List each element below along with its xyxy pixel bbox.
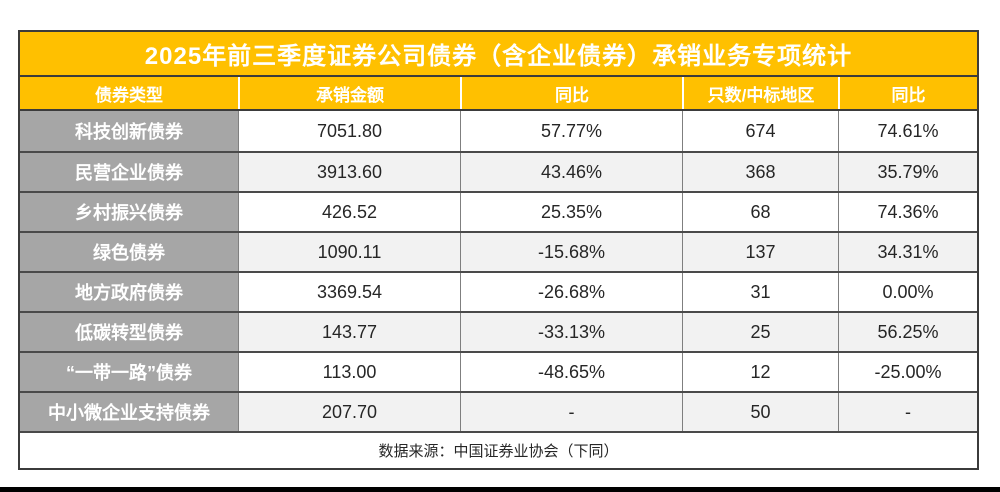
table-row: 乡村振兴债券 426.52 25.35% 68 74.36% bbox=[20, 191, 977, 231]
data-source: 数据来源：中国证券业协会（下同） bbox=[20, 431, 977, 468]
count-cell: 50 bbox=[682, 393, 838, 431]
count-cell: 368 bbox=[682, 153, 838, 191]
header-count: 只数/中标地区 bbox=[682, 77, 838, 109]
amount-cell: 3369.54 bbox=[238, 273, 460, 311]
amount-cell: 207.70 bbox=[238, 393, 460, 431]
amount-cell: 143.77 bbox=[238, 313, 460, 351]
table-row: 绿色债券 1090.11 -15.68% 137 34.31% bbox=[20, 231, 977, 271]
table-title: 2025年前三季度证券公司债券（含企业债券）承销业务专项统计 bbox=[20, 32, 977, 77]
bond-type-cell: 乡村振兴债券 bbox=[20, 193, 238, 231]
statistics-table: 2025年前三季度证券公司债券（含企业债券）承销业务专项统计 债券类型 承销金额… bbox=[18, 30, 979, 470]
count-yoy-cell: 0.00% bbox=[838, 273, 977, 311]
table-row: 地方政府债券 3369.54 -26.68% 31 0.00% bbox=[20, 271, 977, 311]
table-row: 低碳转型债券 143.77 -33.13% 25 56.25% bbox=[20, 311, 977, 351]
amount-cell: 3913.60 bbox=[238, 153, 460, 191]
yoy-cell: 43.46% bbox=[460, 153, 682, 191]
table-row: “一带一路”债券 113.00 -48.65% 12 -25.00% bbox=[20, 351, 977, 391]
bond-type-cell: 民营企业债券 bbox=[20, 153, 238, 191]
bond-type-cell: “一带一路”债券 bbox=[20, 353, 238, 391]
count-yoy-cell: -25.00% bbox=[838, 353, 977, 391]
header-amount: 承销金额 bbox=[238, 77, 460, 109]
count-cell: 25 bbox=[682, 313, 838, 351]
table-header-row: 债券类型 承销金额 同比 只数/中标地区 同比 bbox=[20, 77, 977, 111]
yoy-cell: -15.68% bbox=[460, 233, 682, 271]
count-cell: 674 bbox=[682, 111, 838, 151]
count-yoy-cell: 74.61% bbox=[838, 111, 977, 151]
header-bond-type: 债券类型 bbox=[95, 85, 163, 105]
yoy-cell: -33.13% bbox=[460, 313, 682, 351]
table-row: 中小微企业支持债券 207.70 - 50 - bbox=[20, 391, 977, 431]
bond-type-cell: 绿色债券 bbox=[20, 233, 238, 271]
count-yoy-cell: 34.31% bbox=[838, 233, 977, 271]
amount-cell: 1090.11 bbox=[238, 233, 460, 271]
table-row: 科技创新债券 7051.80 57.77% 674 74.61% bbox=[20, 111, 977, 151]
count-yoy-cell: 56.25% bbox=[838, 313, 977, 351]
bond-type-cell: 地方政府债券 bbox=[20, 273, 238, 311]
yoy-cell: 25.35% bbox=[460, 193, 682, 231]
count-yoy-cell: - bbox=[838, 393, 977, 431]
count-cell: 31 bbox=[682, 273, 838, 311]
yoy-cell: 57.77% bbox=[460, 111, 682, 151]
bottom-black-bar bbox=[0, 487, 1000, 492]
yoy-cell: -48.65% bbox=[460, 353, 682, 391]
header-yoy: 同比 bbox=[460, 77, 682, 109]
count-yoy-cell: 35.79% bbox=[838, 153, 977, 191]
yoy-cell: - bbox=[460, 393, 682, 431]
count-cell: 68 bbox=[682, 193, 838, 231]
count-cell: 137 bbox=[682, 233, 838, 271]
count-cell: 12 bbox=[682, 353, 838, 391]
amount-cell: 113.00 bbox=[238, 353, 460, 391]
table-body: 科技创新债券 7051.80 57.77% 674 74.61% 民营企业债券 … bbox=[20, 111, 977, 431]
amount-cell: 7051.80 bbox=[238, 111, 460, 151]
bond-type-cell: 低碳转型债券 bbox=[20, 313, 238, 351]
yoy-cell: -26.68% bbox=[460, 273, 682, 311]
amount-cell: 426.52 bbox=[238, 193, 460, 231]
table-row: 民营企业债券 3913.60 43.46% 368 35.79% bbox=[20, 151, 977, 191]
count-yoy-cell: 74.36% bbox=[838, 193, 977, 231]
bond-type-cell: 中小微企业支持债券 bbox=[20, 393, 238, 431]
bond-type-cell: 科技创新债券 bbox=[20, 111, 238, 151]
header-count-yoy: 同比 bbox=[838, 77, 977, 109]
